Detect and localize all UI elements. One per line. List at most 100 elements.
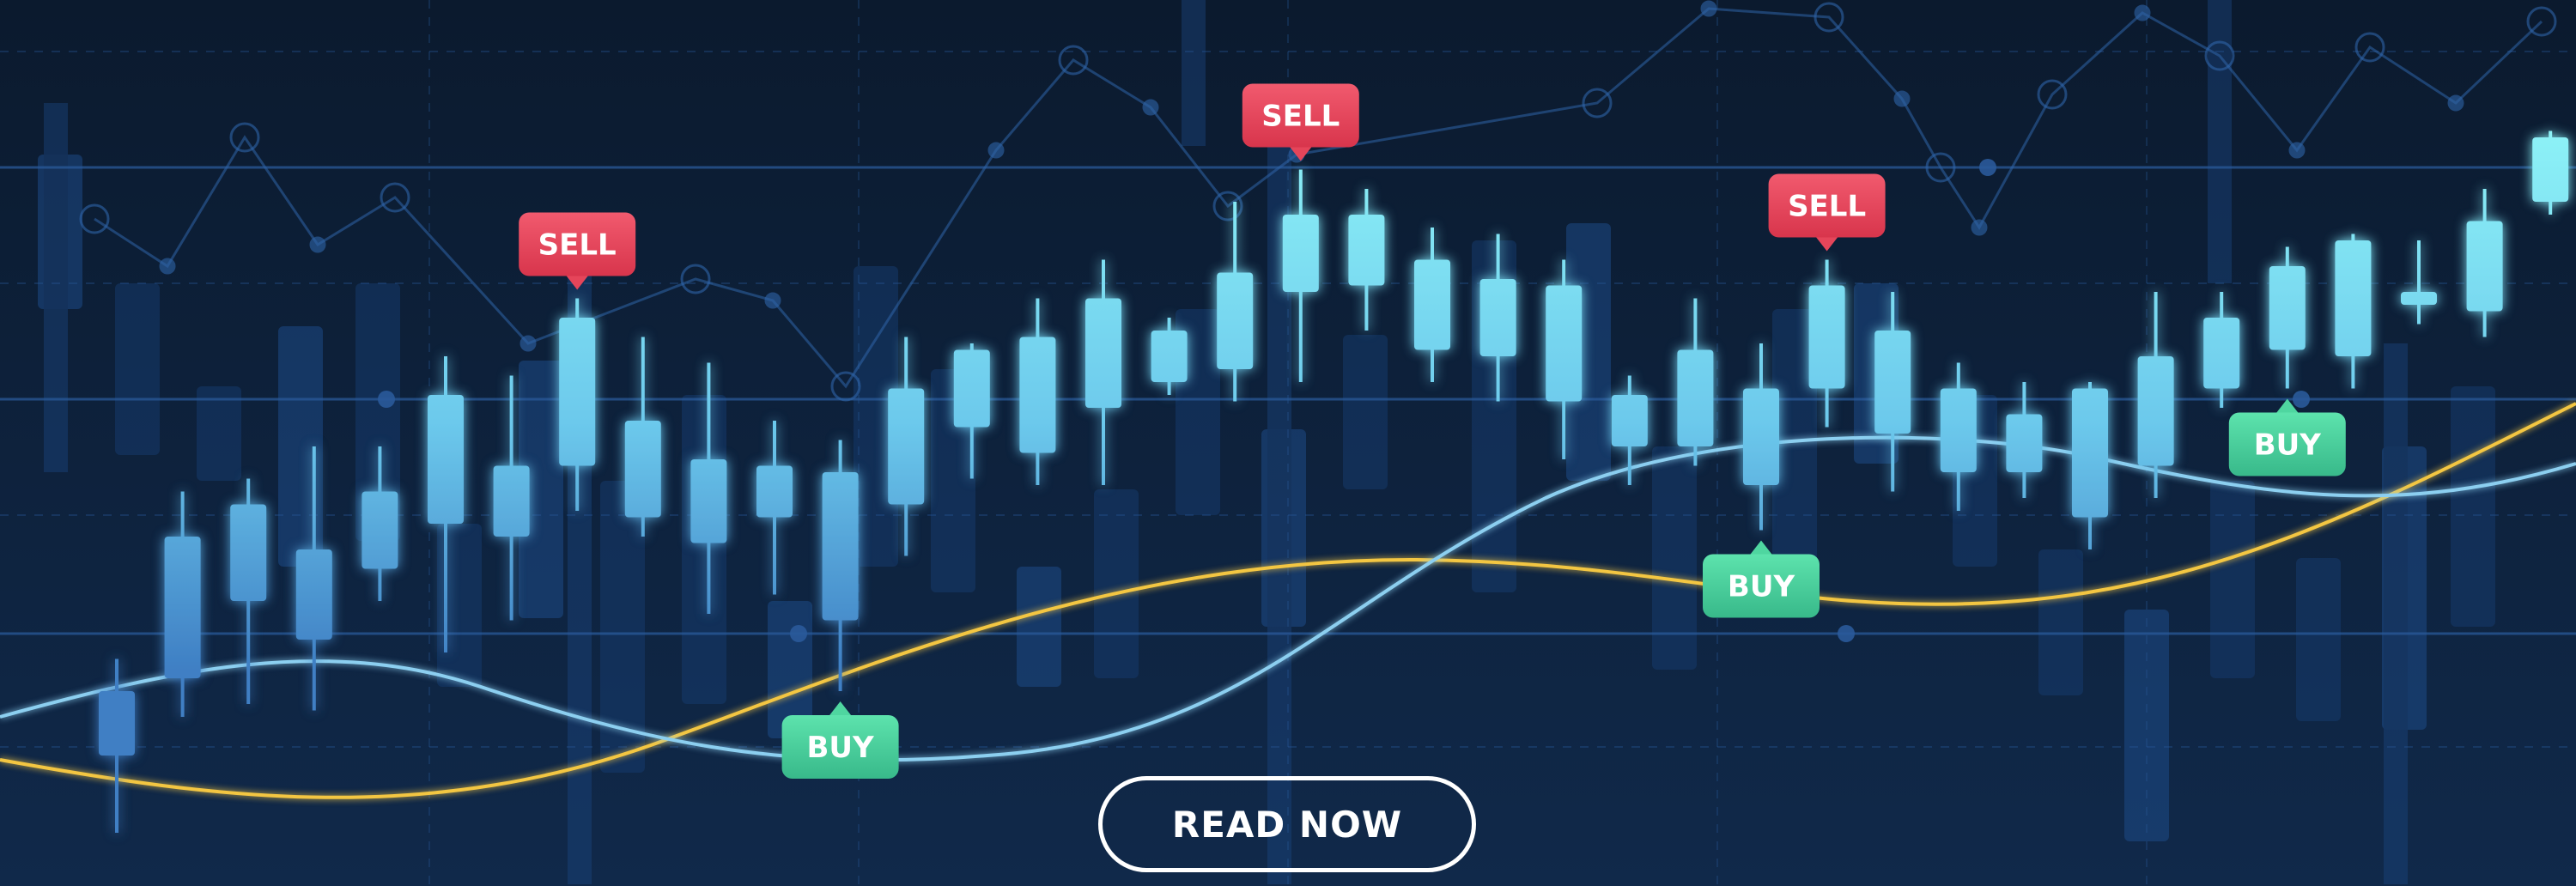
candle-body (2335, 240, 2372, 356)
background-candle (2296, 558, 2341, 721)
candle (230, 478, 267, 704)
read-now-button[interactable]: READ NOW (1098, 776, 1476, 872)
background-candle-wick (1182, 0, 1206, 146)
candle (1085, 259, 1121, 485)
candle-body (1282, 215, 1319, 292)
decorative-line-marker (79, 203, 110, 234)
candle (1019, 298, 1056, 485)
candle-body (2072, 388, 2108, 518)
signal-tag-label: SELL (538, 228, 617, 263)
decorative-line-marker (2037, 79, 2068, 110)
candle (1611, 375, 1648, 485)
signal-tag-box (2228, 412, 2346, 476)
buy-signal-tag: BUY (2228, 398, 2346, 476)
candle-body (624, 421, 661, 518)
decorative-line-marker (1893, 90, 1911, 107)
candle-body (1874, 331, 1911, 434)
grid-node (2293, 391, 2310, 408)
candle-body (2466, 221, 2503, 312)
background-candles (38, 0, 2495, 884)
candle-body (2532, 137, 2569, 202)
candle (428, 356, 464, 652)
candle-body (164, 537, 201, 678)
decorative-line-marker (1700, 0, 1717, 17)
candle-body (1940, 388, 1977, 472)
candle-body (99, 691, 135, 756)
candle (2072, 382, 2108, 549)
background-candle (1094, 489, 1139, 678)
candle-body (1217, 272, 1254, 369)
background-candle (1652, 446, 1697, 670)
candle (624, 337, 661, 537)
candle (2532, 130, 2569, 215)
decorative-line-marker (987, 142, 1005, 159)
candle (164, 491, 201, 717)
candle-body (1085, 298, 1121, 408)
decorative-line-marker (2204, 40, 2235, 71)
decorative-line-marker (229, 122, 260, 153)
candle-body (1611, 395, 1648, 446)
candle-body (756, 465, 793, 518)
candle (1414, 228, 1450, 382)
candle-body (1414, 259, 1450, 350)
signal-tag-box (1768, 173, 1886, 238)
candle (559, 298, 596, 511)
candle-body (1808, 285, 1845, 389)
candle-body (1019, 337, 1056, 453)
candle-body (493, 465, 530, 537)
candle-body (953, 349, 990, 428)
decorative-line-marker (1058, 45, 1089, 76)
grid-node (378, 391, 395, 408)
candle (1743, 343, 1779, 531)
signal-tag-box (1242, 83, 1359, 148)
candle (2335, 234, 2372, 389)
background-candle (600, 481, 645, 773)
candle (1217, 202, 1254, 402)
background-candle (115, 283, 160, 455)
candle-body (2137, 356, 2174, 466)
signal-tag-label: SELL (1261, 100, 1340, 134)
candle (2203, 292, 2240, 408)
candle (1282, 169, 1319, 382)
decorative-line-marker (1212, 191, 1243, 222)
candle (822, 440, 859, 691)
decorative-line-marker (1925, 152, 1956, 183)
candle-body (428, 395, 464, 524)
candle (1546, 259, 1583, 459)
candle (2269, 246, 2306, 389)
background-candle (682, 395, 726, 704)
decorative-line-marker (519, 335, 537, 352)
signal-tag-box (781, 715, 899, 779)
background-candle (854, 266, 898, 567)
decorative-line-marker (2134, 4, 2151, 21)
candle (99, 658, 135, 833)
candle-body (822, 472, 859, 621)
signal-tag-pointer (1814, 235, 1839, 252)
signal-tag-label: BUY (2254, 428, 2322, 463)
candle-body (1677, 349, 1714, 446)
candle (493, 375, 530, 621)
sell-signal-tag: SELL (1242, 83, 1359, 161)
decorative-line-marker (1142, 99, 1159, 116)
background-candle (437, 524, 482, 687)
buy-signal-tag: BUY (781, 701, 899, 779)
candle-body (1546, 285, 1583, 402)
grid-node (790, 625, 807, 642)
signal-tag-pointer (2275, 398, 2300, 415)
signal-tag-pointer (1288, 145, 1313, 161)
background-candle-wick (2208, 0, 2232, 283)
decorative-line-marker (1814, 2, 1844, 33)
candle (295, 446, 332, 711)
candles (99, 130, 2569, 833)
candle (953, 343, 990, 479)
decorative-line-marker (1582, 88, 1613, 118)
candle-body (888, 388, 925, 505)
signal-tag-label: SELL (1788, 190, 1866, 224)
signal-tag-label: BUY (1728, 570, 1795, 604)
candle-body (230, 504, 267, 601)
background-candle (355, 283, 400, 541)
blue-trend-line (0, 435, 2576, 762)
candle-body (1348, 215, 1385, 286)
